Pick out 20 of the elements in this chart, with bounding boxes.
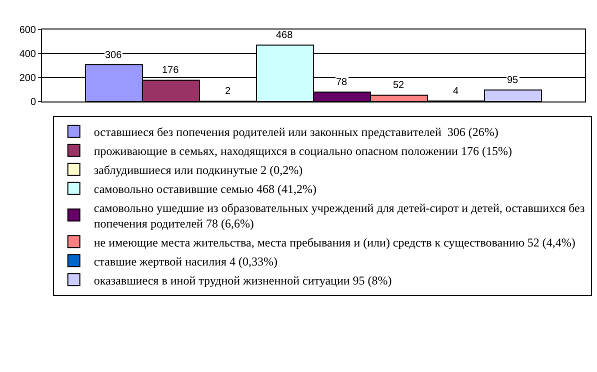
- y-tick-label: 600: [19, 24, 36, 36]
- y-tick-label: 200: [19, 72, 36, 84]
- legend-label: самовольно ушедшие из образовательных учреждений для детей-сирот и детей, оставшихся без попечения родителей 78 (6,6%): [94, 200, 586, 230]
- data-label: 78: [336, 77, 348, 88]
- legend-label: ставшие жертвой насилия 4 (0,33%): [94, 254, 278, 268]
- data-label: 95: [507, 75, 519, 86]
- legend-label: оказавшиеся в иной трудной жизненной ситуации 95 (8%): [94, 273, 392, 288]
- data-label: 306: [105, 50, 122, 61]
- legend-label: не имеющие места жительства, места пребывания и (или) средств к существованию 52 (4,4%): [94, 235, 576, 250]
- data-label: 52: [393, 80, 405, 91]
- data-label: 2: [225, 86, 231, 97]
- y-tick-label: 400: [19, 48, 36, 60]
- legend-label: оставшиеся без попечения родителей или законных представителей 306 (26%): [94, 125, 498, 140]
- y-tick-label: 0: [30, 96, 36, 108]
- data-label: 176: [162, 65, 180, 76]
- data-label: 468: [276, 30, 294, 41]
- legend-label: самовольно оставившие семью 468 (41,2%): [94, 182, 316, 196]
- legend-label: проживающие в семьях, находящихся в социально опасном положении 176 (15%): [94, 144, 512, 158]
- data-label: 4: [453, 86, 459, 97]
- legend-label: заблудившиеся или подкинутые 2 (0,2%): [94, 163, 303, 178]
